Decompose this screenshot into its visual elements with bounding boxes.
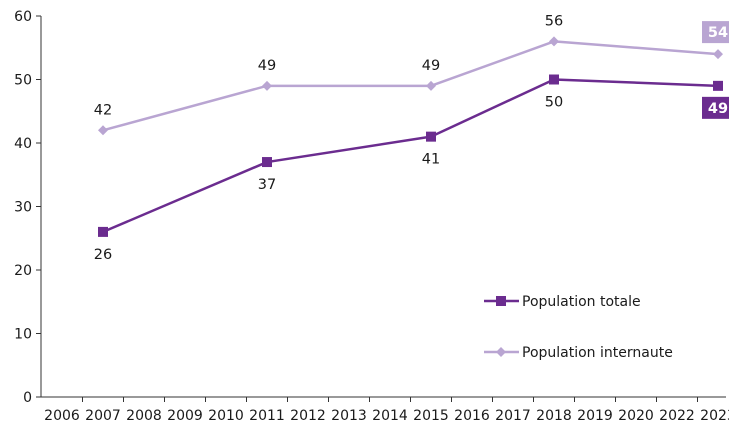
series-line bbox=[102, 40, 719, 132]
data-point-marker bbox=[426, 80, 436, 91]
x-tick-label: 2019 bbox=[577, 408, 613, 424]
data-label: 26 bbox=[94, 247, 112, 263]
x-tick-label: 2022 bbox=[659, 408, 695, 424]
data-point-marker bbox=[549, 74, 559, 85]
x-tick-label: 2017 bbox=[495, 408, 531, 424]
x-tick-label: 2010 bbox=[208, 408, 244, 424]
x-tick-label: 2015 bbox=[413, 408, 449, 424]
series-layer bbox=[98, 36, 723, 237]
legend-label: Population internaute bbox=[522, 345, 673, 361]
legend-swatch-marker bbox=[496, 296, 506, 306]
y-tick-label: 60 bbox=[14, 9, 32, 25]
data-point-marker bbox=[426, 131, 436, 142]
data-label: 49 bbox=[422, 58, 440, 74]
x-tick-label: 2011 bbox=[249, 408, 285, 424]
data-point-marker bbox=[262, 157, 272, 168]
x-tick-label: 2012 bbox=[290, 408, 326, 424]
x-tick-label: 2007 bbox=[85, 408, 121, 424]
y-tick-label: 20 bbox=[14, 263, 32, 279]
legend: Population totale Population internaute bbox=[484, 294, 673, 361]
end-value-badge-label: 54 bbox=[708, 25, 728, 41]
data-point-marker bbox=[98, 226, 108, 237]
data-label: 37 bbox=[258, 177, 276, 193]
x-tick-label: 2009 bbox=[167, 408, 203, 424]
x-tick-label: 2013 bbox=[331, 408, 367, 424]
x-tick-label: 2008 bbox=[126, 408, 162, 424]
y-tick-label: 50 bbox=[14, 73, 32, 89]
x-tick-label: 2020 bbox=[618, 408, 654, 424]
data-label: 42 bbox=[94, 102, 112, 118]
end-value-badge bbox=[702, 96, 729, 119]
x-tick-label: 2006 bbox=[44, 408, 80, 424]
data-point-marker bbox=[549, 36, 559, 47]
x-axis-ticks: 2006 2007 2008 2009 2010 2011 2012 2013 2014 2015… bbox=[44, 397, 729, 424]
data-label: 41 bbox=[422, 152, 440, 168]
data-point-marker bbox=[713, 80, 723, 91]
data-point-marker bbox=[98, 125, 108, 136]
x-tick-label: 2014 bbox=[372, 408, 408, 424]
y-tick-label: 0 bbox=[23, 390, 32, 406]
y-tick-label: 40 bbox=[14, 136, 32, 152]
x-tick-label: 2023 bbox=[700, 408, 729, 424]
y-tick-label: 30 bbox=[14, 200, 32, 216]
y-axis-ticks: 0 10 20 30 40 50 60 bbox=[14, 9, 41, 406]
x-tick-label: 2016 bbox=[454, 408, 490, 424]
data-label: 50 bbox=[545, 95, 563, 111]
end-value-badge bbox=[702, 21, 729, 44]
series-line bbox=[102, 78, 719, 234]
data-label: 49 bbox=[258, 58, 276, 74]
legend-label: Population totale bbox=[522, 294, 641, 310]
data-point-marker bbox=[262, 80, 272, 91]
y-tick-label: 10 bbox=[14, 327, 32, 343]
legend-swatch-marker bbox=[496, 347, 506, 357]
data-point-marker bbox=[713, 49, 723, 60]
data-label: 56 bbox=[545, 13, 563, 29]
x-tick-label: 2018 bbox=[536, 408, 572, 424]
end-value-badge-label: 49 bbox=[708, 101, 728, 117]
data-labels-layer: 26 37 41 50 49 42 49 49 56 54 bbox=[94, 13, 729, 263]
